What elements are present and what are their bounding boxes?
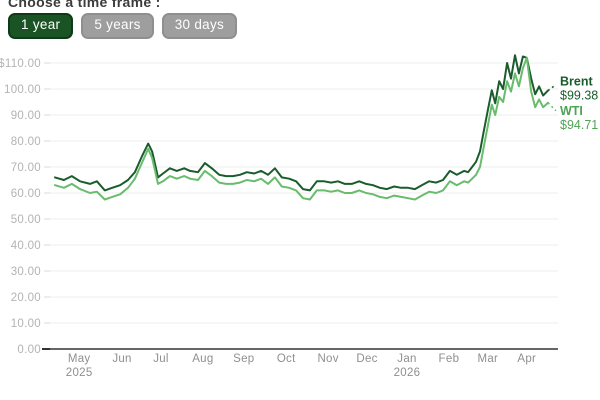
y-tick-label: $110.00 [0,58,41,70]
timeframe-button-5-years[interactable]: 5 years [81,13,154,39]
brent-legend-name: Brent [560,75,593,89]
x-tick-label: Oct [277,353,296,365]
x-tick-label: Nov [317,353,338,365]
timeframe-prompt: Choose a time frame : [8,0,161,10]
timeframe-button-group: 1 year 5 years 30 days [8,13,238,39]
brent-legend-price: $99.38 [560,89,598,103]
y-tick-label: 10.00 [11,318,41,330]
x-tick-year-label: 2026 [394,367,421,379]
x-tick-label: Sep [233,353,254,365]
y-tick-label: 20.00 [11,292,41,304]
y-tick-label: 60.00 [11,188,41,200]
x-tick-label: Apr [517,353,536,365]
y-tick-label: 0.00 [17,344,41,356]
y-tick-label: 90.00 [11,110,41,122]
y-tick-label: 40.00 [11,240,41,252]
wti-line [54,56,549,201]
price-chart: $110.00 100.00 90.00 80.00 70.00 60.00 50.00 40… [0,54,598,379]
y-tick-label: 70.00 [11,162,41,174]
x-tick-label: Aug [192,353,213,365]
timeframe-button-1-year[interactable]: 1 year [8,13,74,39]
x-tick-label: Jul [153,353,169,365]
y-tick-label: 50.00 [11,214,41,226]
x-tick-label: Dec [356,353,377,365]
x-tick-label: May [68,353,91,365]
brent-line [54,54,549,192]
y-tick-label: 30.00 [11,266,41,278]
wti-legend-name: WTI [560,104,583,118]
y-tick-label: 100.00 [4,84,41,96]
y-tick-label: 80.00 [11,136,41,148]
wti-leader-line [547,102,557,112]
x-tick-label: Jan [397,353,416,365]
wti-legend-price: $94.71 [560,118,598,132]
x-tick-label: Mar [477,353,498,365]
x-tick-year-label: 2025 [66,367,93,379]
x-tick-label: Feb [439,353,460,365]
timeframe-button-30-days[interactable]: 30 days [161,13,238,39]
x-tick-label: Jun [112,353,131,365]
brent-leader-line [547,84,557,92]
